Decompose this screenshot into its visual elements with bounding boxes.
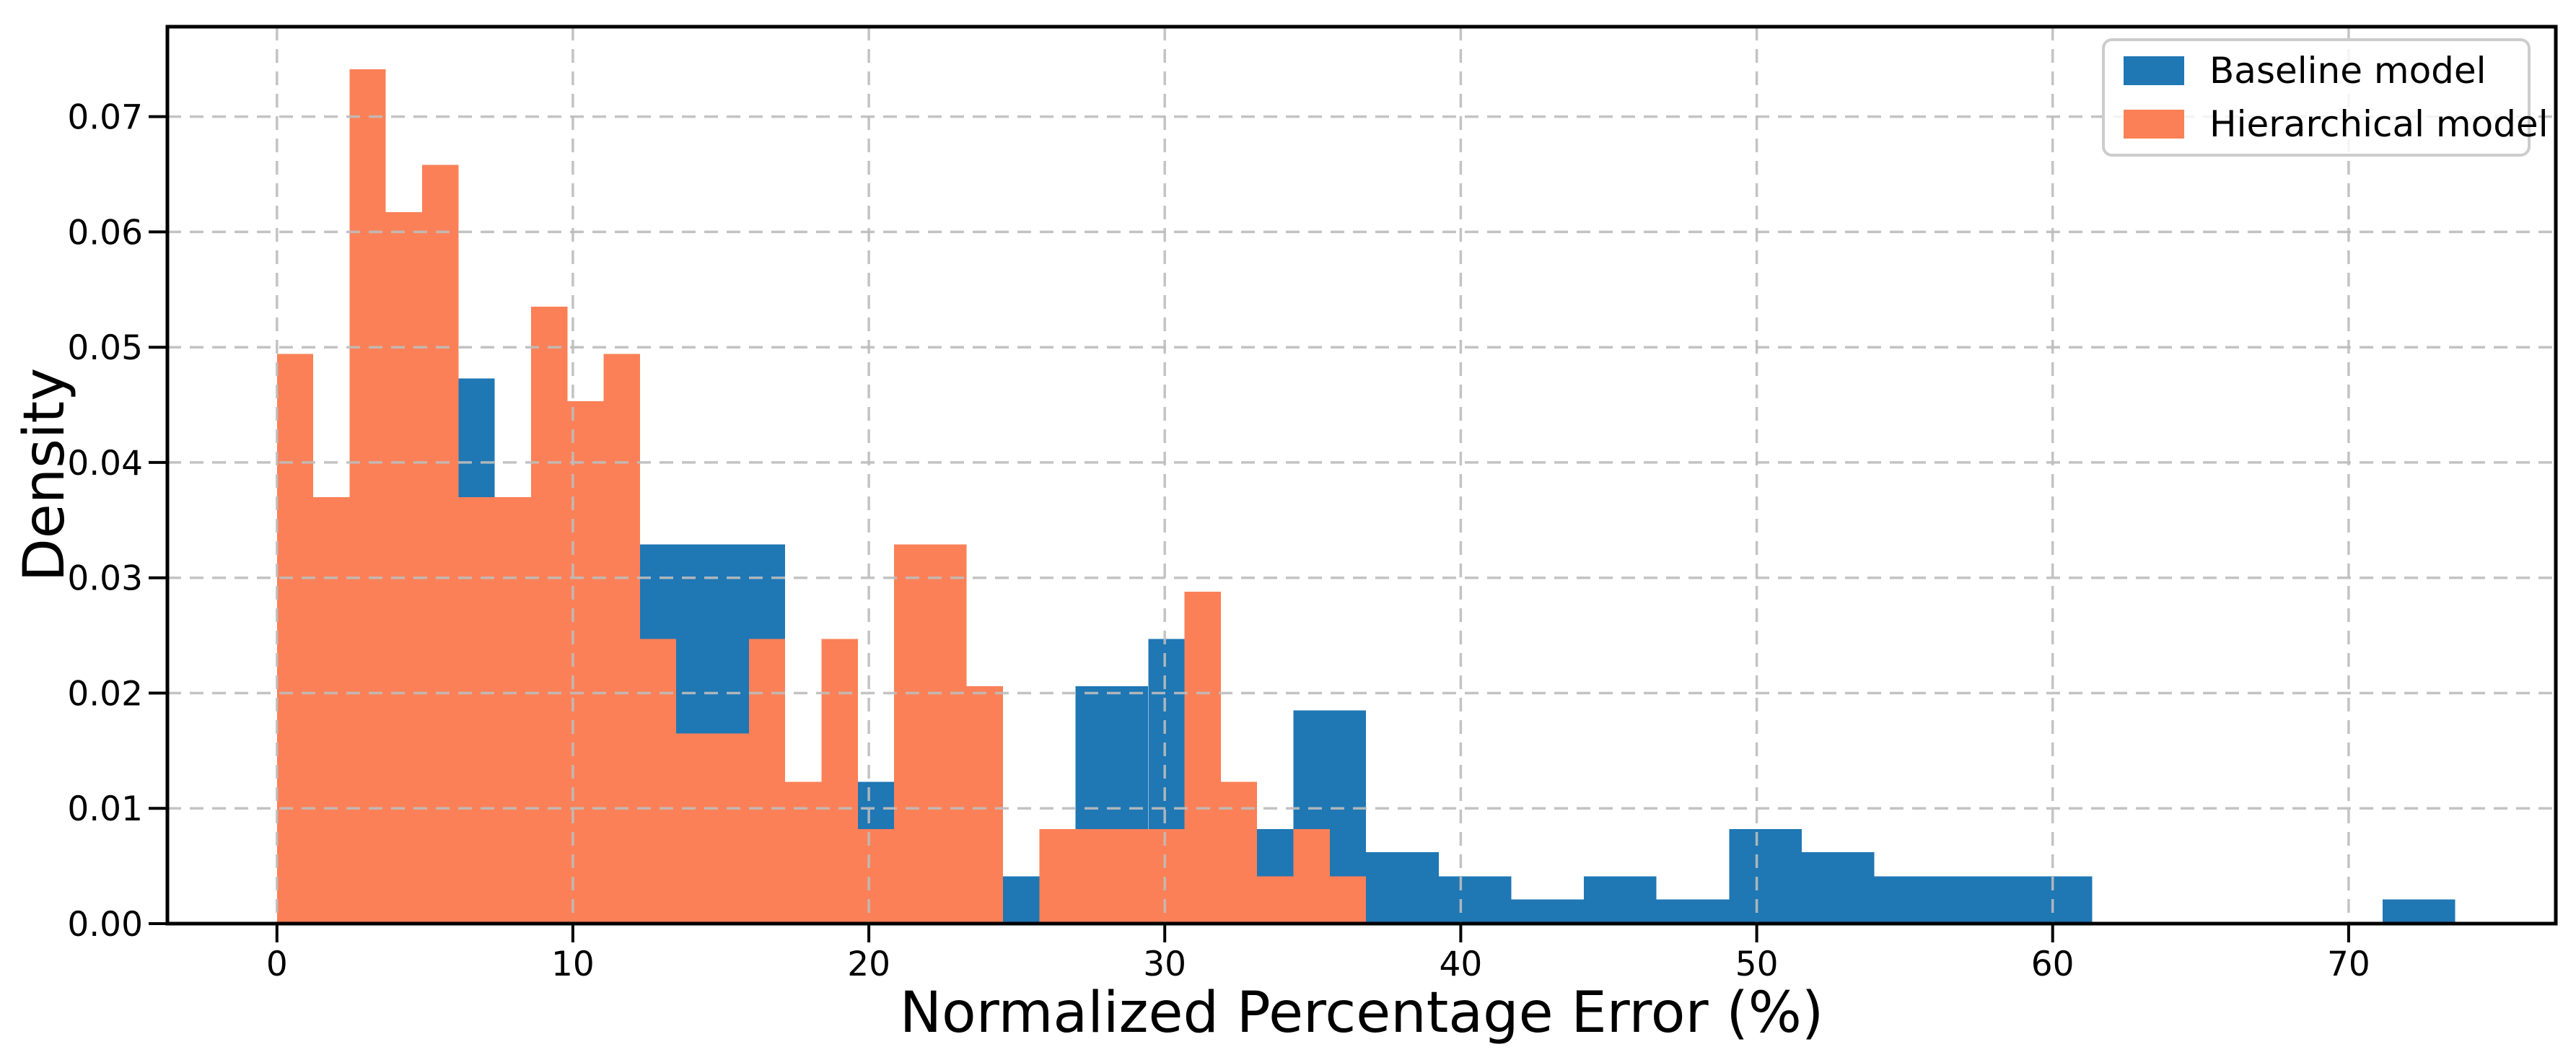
hierarchical-bar-14: [785, 781, 822, 924]
x-tick-label-30: 30: [1143, 945, 1186, 984]
hierarchical-bar-22: [1075, 829, 1112, 924]
hierarchical-bar-15: [821, 639, 858, 924]
legend-label-baseline: Baseline model: [2209, 50, 2487, 92]
hierarchical-swatch-icon: [2124, 110, 2184, 139]
y-tick-label-0.06: 0.06: [67, 213, 143, 253]
hierarchical-bar-2: [349, 69, 386, 924]
baseline-bar-23: [1947, 876, 2020, 924]
baseline-bar-21: [1801, 851, 1875, 924]
tick-marks: [149, 115, 2350, 942]
legend-frame: [2102, 38, 2531, 157]
hierarchical-bar-23: [1112, 829, 1149, 924]
hierarchical-bar-13: [748, 639, 786, 924]
x-tick-label-70: 70: [2327, 945, 2370, 984]
hierarchical-bar-29: [1329, 876, 1367, 924]
hierarchical-bar-24: [1148, 829, 1185, 924]
hierarchical-bar-26: [1220, 781, 1258, 924]
hierarchical-bar-10: [639, 639, 677, 924]
y-tick-label-0.07: 0.07: [67, 98, 143, 138]
baseline-bar-17: [1511, 899, 1584, 924]
legend-label-hierarchical: Hierarchical model: [2209, 103, 2549, 145]
x-tick-labels: 0 10 20 30 40 50 60 70: [266, 945, 2370, 984]
x-axis-label: Normalized Percentage Error (%): [900, 981, 1824, 1046]
baseline-bar-24: [2019, 876, 2093, 924]
hierarchical-bar-9: [603, 354, 640, 924]
hierarchical-bar-4: [422, 165, 459, 924]
x-tick-label-60: 60: [2031, 945, 2075, 984]
axes-spines: [165, 25, 2558, 926]
hierarchical-bar-21: [1039, 829, 1076, 924]
baseline-bar-15: [1366, 851, 1439, 924]
hierarchical-bar-27: [1257, 876, 1294, 924]
hierarchical-bar-11: [676, 733, 713, 924]
y-axis-label: Density: [12, 368, 77, 582]
legend: Baseline model Hierarchical model: [2102, 38, 2549, 157]
hierarchical-bar-19: [966, 686, 1003, 924]
hierarchical-bar-17: [894, 544, 931, 924]
baseline-bar-22: [1874, 876, 1948, 924]
gridlines: [167, 27, 2556, 924]
x-tick-label-20: 20: [847, 945, 890, 984]
baseline-swatch-icon: [2124, 56, 2184, 85]
hierarchical-bar-18: [930, 544, 967, 924]
hierarchical-bar-28: [1293, 829, 1330, 924]
hierarchical-bar-16: [857, 829, 895, 924]
baseline-bar-29: [2382, 899, 2455, 924]
x-tick-label-10: 10: [551, 945, 595, 984]
hierarchical-bar-6: [494, 496, 531, 924]
hierarchical-bar-0: [276, 354, 314, 924]
y-tick-label-0.00: 0.00: [67, 905, 143, 945]
x-tick-label-40: 40: [1439, 945, 1482, 984]
baseline-bar-16: [1438, 876, 1512, 924]
x-tick-label-0: 0: [266, 945, 288, 984]
y-tick-label-0.01: 0.01: [67, 789, 143, 829]
hierarchical-bar-5: [458, 496, 495, 924]
hierarchical-bar-1: [313, 496, 350, 924]
baseline-bar-20: [1729, 829, 1802, 924]
baseline-bar-19: [1656, 899, 1730, 924]
hierarchical-bar-12: [712, 733, 749, 924]
hierarchical-bar-7: [531, 307, 568, 924]
y-tick-label-0.05: 0.05: [67, 328, 143, 368]
baseline-bar-18: [1584, 876, 1657, 924]
y-tick-label-0.03: 0.03: [67, 559, 143, 599]
x-tick-label-50: 50: [1735, 945, 1779, 984]
y-tick-labels: 0.00 0.01 0.02 0.03 0.04 0.05 0.06 0.07: [67, 98, 143, 945]
hierarchical-bar-3: [385, 212, 422, 924]
y-tick-label-0.04: 0.04: [67, 444, 143, 483]
hierarchical-series: [276, 69, 1367, 924]
y-tick-label-0.02: 0.02: [67, 675, 143, 714]
hierarchical-bar-25: [1184, 591, 1221, 924]
